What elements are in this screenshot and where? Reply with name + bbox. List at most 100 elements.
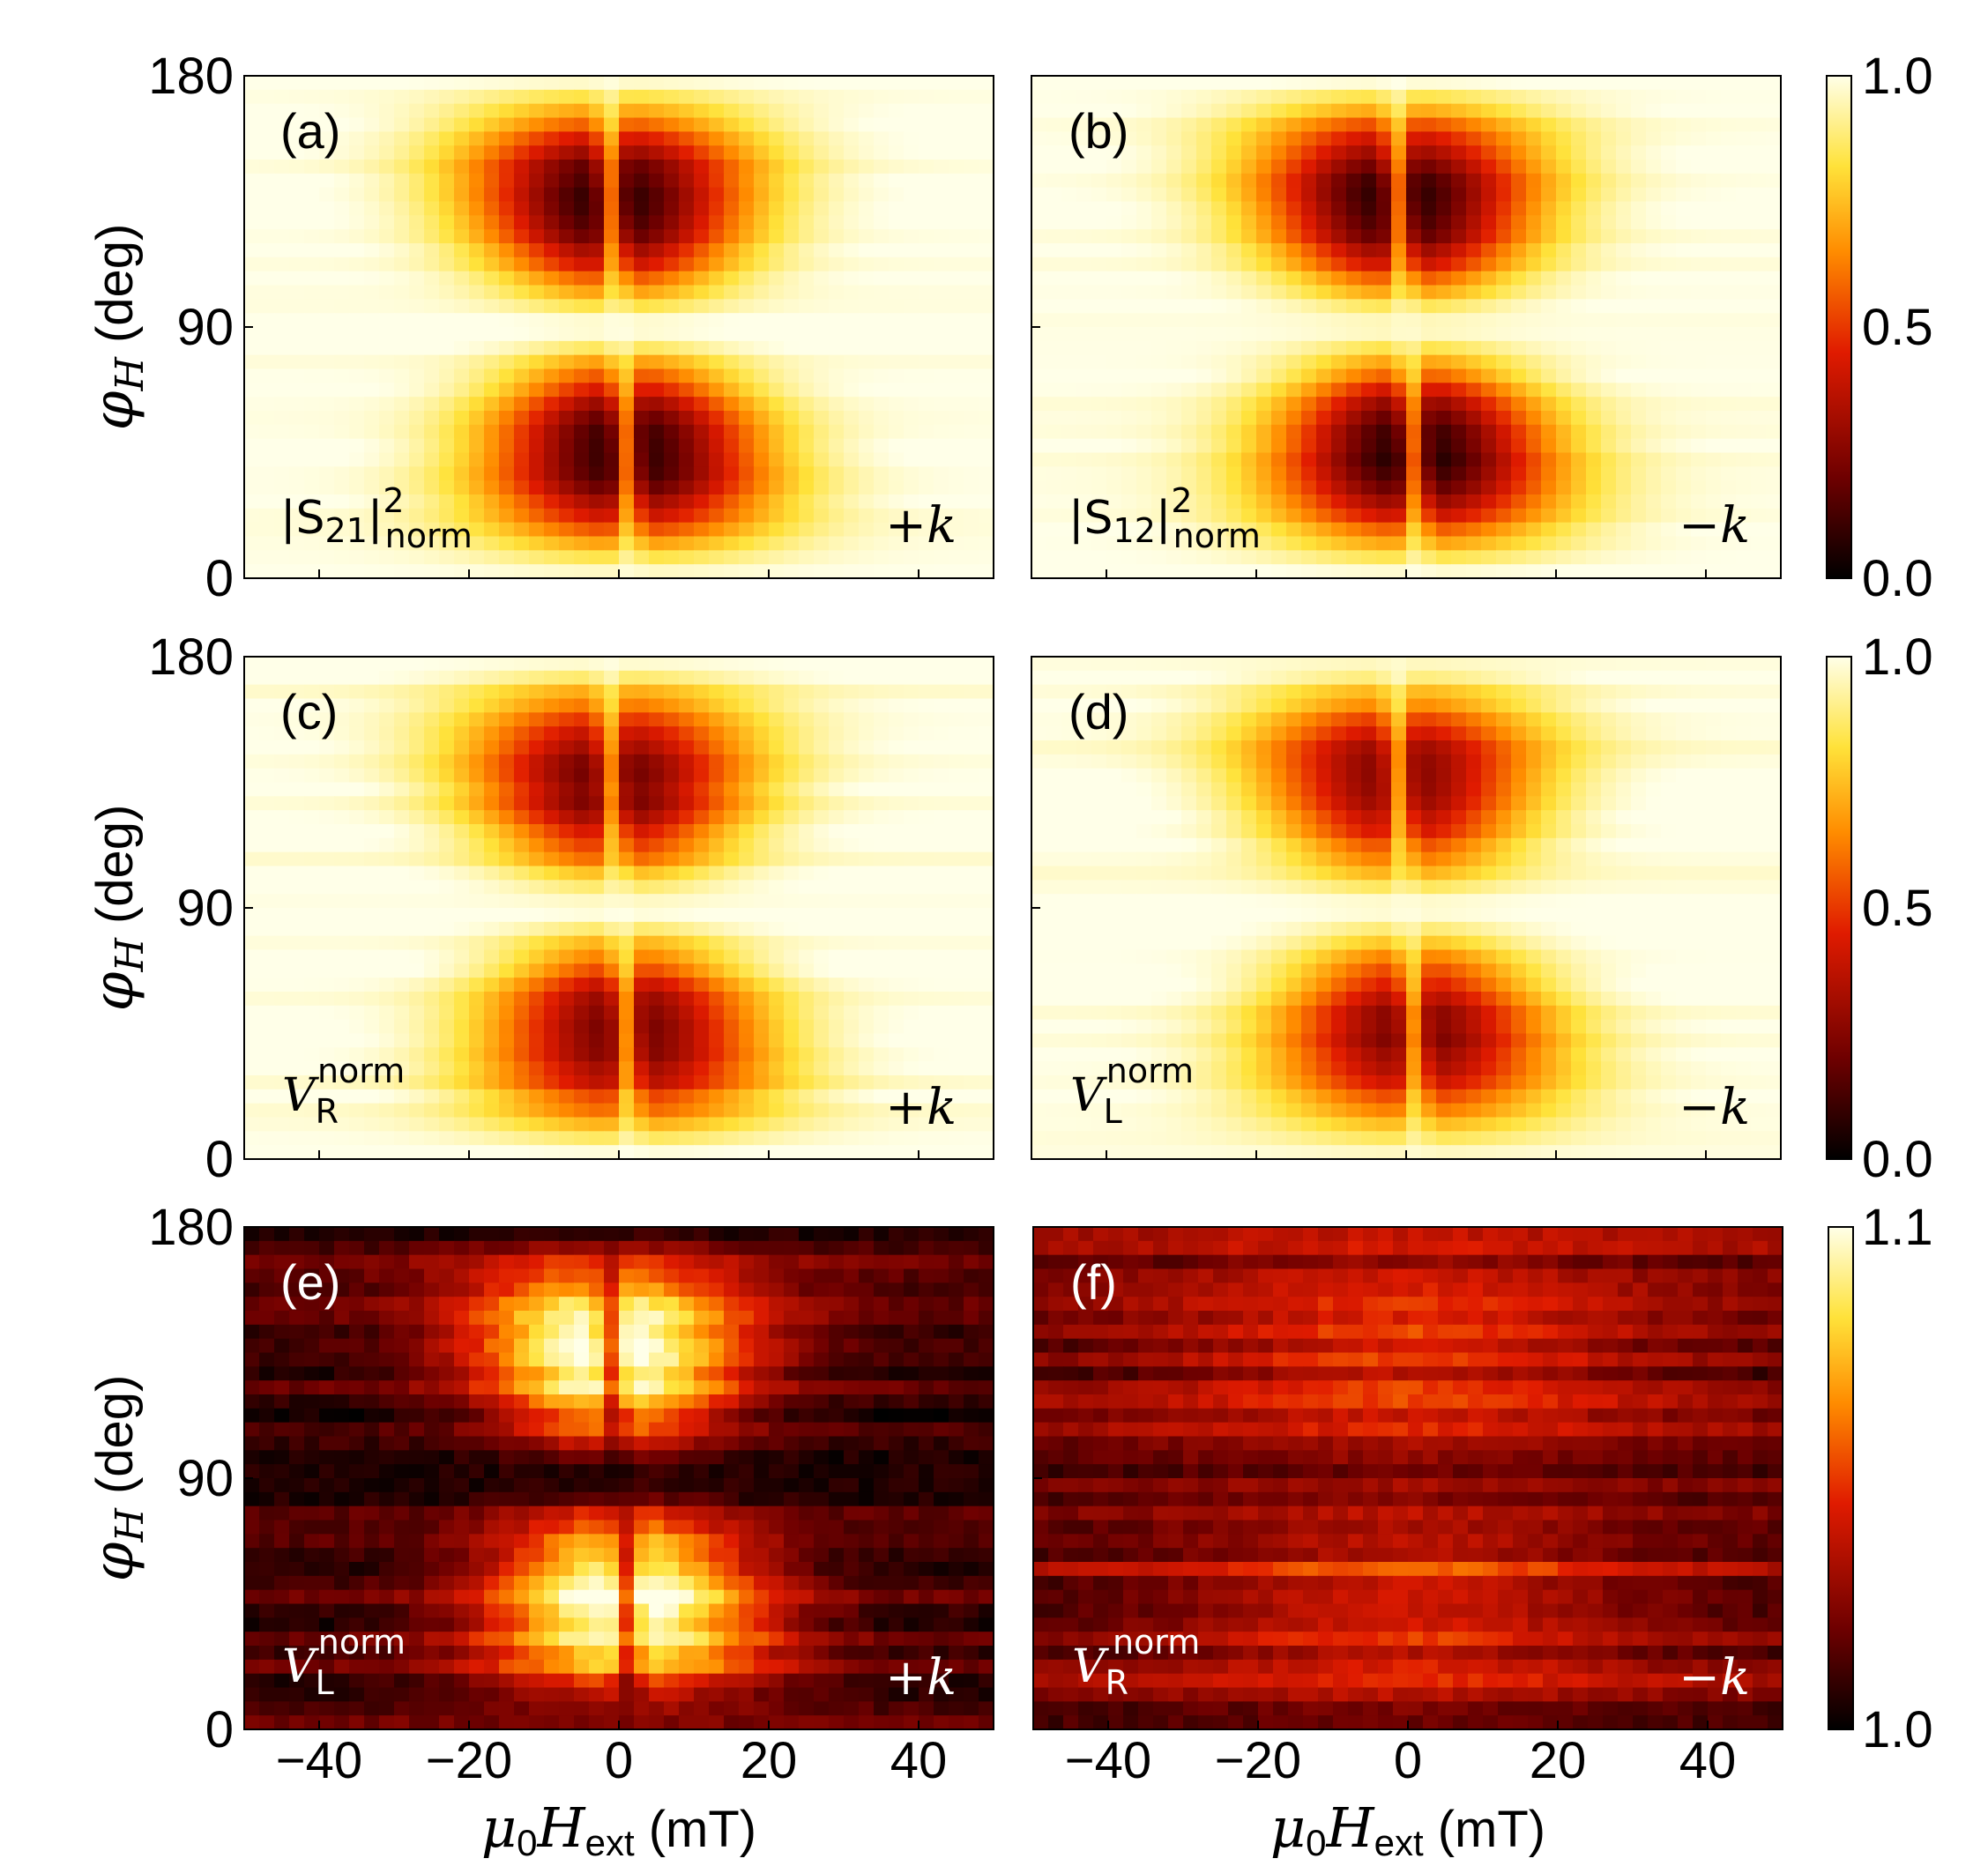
heatmap-cell	[1106, 354, 1122, 370]
heatmap-cell	[874, 229, 890, 244]
heatmap-cell	[1076, 354, 1092, 370]
heatmap-cell	[259, 1033, 275, 1048]
heatmap-cell	[844, 285, 860, 300]
heatmap-cell	[1496, 424, 1512, 440]
heatmap-cell	[244, 949, 260, 964]
heatmap-cell	[1451, 103, 1467, 119]
heatmap-cell	[739, 754, 755, 769]
heatmap-cell	[499, 1019, 515, 1035]
heatmap-cell	[1676, 564, 1692, 579]
heatmap-cell	[859, 411, 875, 426]
heatmap-cell	[619, 424, 635, 440]
quantity-label-b: |S12|2 norm	[1068, 481, 1261, 555]
heatmap-cell	[889, 740, 905, 755]
heatmap-cell	[694, 564, 710, 579]
heatmap-cell	[1466, 173, 1482, 189]
heatmap-cell	[559, 740, 575, 755]
heatmap-cell	[1496, 313, 1512, 328]
heatmap-cell	[1181, 103, 1197, 119]
heatmap-cell	[1556, 327, 1572, 342]
heatmap-cell	[1511, 550, 1527, 565]
heatmap-cell	[1676, 480, 1692, 495]
heatmap-cell	[769, 908, 785, 923]
heatmap-cell	[1571, 76, 1587, 91]
heatmap-cell	[484, 935, 500, 951]
heatmap-cell	[244, 880, 260, 895]
heatmap-cell	[559, 508, 575, 524]
heatmap-cell	[1556, 397, 1572, 412]
heatmap-cell	[364, 397, 380, 412]
heatmap-cell	[1691, 313, 1707, 328]
heatmap-cell	[349, 935, 365, 951]
heatmap-cell	[454, 271, 470, 286]
heatmap-cell	[1181, 550, 1197, 565]
heatmap-cell	[889, 117, 905, 132]
heatmap-cell	[1361, 327, 1377, 342]
heatmap-cell	[814, 131, 830, 146]
heatmap-cell	[634, 1033, 650, 1048]
heatmap-cell	[649, 949, 665, 964]
heatmap-cell	[724, 992, 740, 1007]
heatmap-cell	[1646, 256, 1662, 272]
heatmap-cell	[1571, 229, 1587, 244]
heatmap-cell	[664, 256, 680, 272]
heatmap-cell	[1436, 215, 1452, 230]
heatmap-cell	[754, 536, 770, 551]
heatmap-cell	[334, 327, 350, 342]
heatmap-cell	[1271, 411, 1287, 426]
heatmap-cell	[589, 508, 605, 524]
heatmap-cell	[364, 670, 380, 686]
heatmap-cell	[889, 313, 905, 328]
heatmap-cell	[889, 796, 905, 811]
heatmap-cell	[1601, 160, 1617, 175]
heatmap-cell	[724, 536, 740, 551]
heatmap-cell	[679, 550, 695, 565]
heatmap-cell	[859, 921, 875, 937]
heatmap-cell	[1451, 229, 1467, 244]
heatmap-cell	[1586, 383, 1602, 398]
heatmap-cell	[589, 536, 605, 551]
heatmap-cell	[589, 564, 605, 579]
heatmap-cell	[1556, 508, 1572, 524]
heatmap-cell	[1496, 229, 1512, 244]
heatmap-cell	[424, 670, 440, 686]
heatmap-cell	[394, 256, 410, 272]
heatmap-b	[1031, 76, 1782, 579]
heatmap-cell	[934, 327, 949, 342]
heatmap-cell	[1406, 313, 1422, 328]
heatmap-cell	[1391, 313, 1407, 328]
heatmap-cell	[439, 935, 455, 951]
heatmap-cell	[919, 354, 934, 370]
heatmap-cell	[1346, 145, 1362, 160]
heatmap-cell	[484, 782, 500, 797]
heatmap-cell	[859, 949, 875, 964]
heatmap-cell	[889, 368, 905, 383]
heatmap-cell	[319, 851, 335, 867]
heatmap-cell	[559, 536, 575, 551]
heatmap-cell	[1406, 285, 1422, 300]
heatmap-cell	[949, 851, 964, 867]
heatmap-cell	[784, 921, 800, 937]
heatmap-cell	[679, 299, 695, 314]
heatmap-cell	[1121, 215, 1137, 230]
heatmap-cell	[1151, 145, 1167, 160]
heatmap-cell	[439, 564, 455, 579]
heatmap-cell	[1061, 299, 1077, 314]
heatmap-cell	[319, 837, 335, 853]
heatmap-cell	[1286, 145, 1302, 160]
heatmap-cell	[1496, 340, 1512, 356]
heatmap-cell	[919, 201, 934, 216]
heatmap-cell	[1631, 340, 1647, 356]
heatmap-cell	[964, 698, 979, 713]
heatmap-cell	[754, 550, 770, 565]
heatmap-cell	[844, 1019, 860, 1035]
heatmap-cell	[1661, 340, 1677, 356]
heatmap-cell	[784, 313, 800, 328]
heatmap-cell	[319, 160, 335, 175]
heatmap-cell	[934, 782, 949, 797]
heatmap-cell	[1226, 383, 1242, 398]
heatmap-cell	[544, 810, 560, 825]
heatmap-cell	[799, 424, 815, 440]
heatmap-cell	[739, 494, 755, 509]
heatmap-cell	[889, 866, 905, 881]
